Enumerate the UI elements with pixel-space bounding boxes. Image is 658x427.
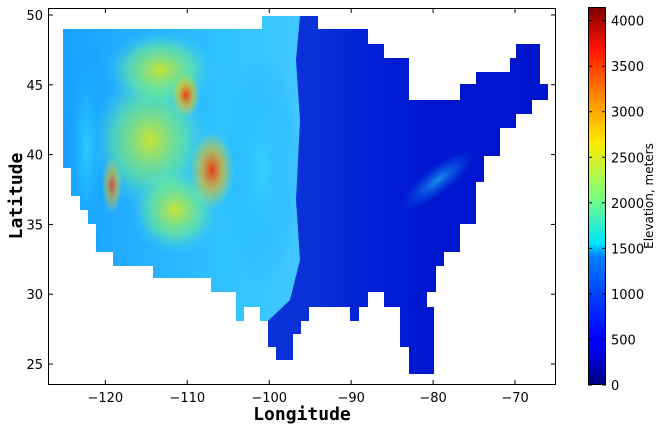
colorbar-tick-label: 500 [611,333,636,348]
x-tick-label: −110 [169,391,205,406]
colorbar-tick-label: 3500 [611,60,644,75]
colorbar-tick-label: 4000 [611,15,644,30]
colorbar-tick-label: 0 [611,379,619,394]
colorbar-tick-label: 3000 [611,106,644,121]
x-axis-title: Longitude [253,404,351,425]
y-tick-label: 25 [26,358,43,373]
x-tick-label: −90 [337,391,364,406]
us-elevation-map [63,16,548,374]
colorbar-frame [588,7,606,385]
appalachian-mountains [401,150,475,210]
y-tick-label: 40 [26,149,43,164]
colorbar-gradient [588,7,606,385]
west-coast-highlands [63,29,110,266]
y-axis: 25 30 35 40 45 50 [26,9,556,373]
y-tick-label: 30 [26,288,43,303]
wyoming-ranges [172,73,200,117]
y-tick-label: 35 [26,218,43,233]
plot-frame [48,8,556,385]
colorbar-tick-label: 1000 [611,288,644,303]
colorbar-title: Elevation, meters [642,143,656,249]
x-axis: −120 −110 −100 −90 −80 −70 [87,8,529,406]
colorbar-tick-label: 1500 [611,242,644,257]
y-axis-title: Latitude [6,152,27,239]
sierra-nevada [102,157,122,213]
great-plains-slope [222,50,302,290]
x-tick-label: −100 [251,391,287,406]
colorbar-tick-label: 2000 [611,197,644,212]
x-tick-label: −120 [87,391,123,406]
colorbar: 0 500 1000 1500 2000 2500 3000 3500 4000 Elevati… [588,7,656,394]
colorbar-tick-label: 2500 [611,151,644,166]
x-tick-label: −80 [419,391,446,406]
y-tick-label: 45 [26,79,43,94]
x-tick-label: −70 [501,391,528,406]
colorbar-ticks: 0 500 1000 1500 2000 2500 3000 3500 4000 [588,15,644,394]
y-tick-label: 50 [26,9,43,24]
plot-area [48,8,556,385]
